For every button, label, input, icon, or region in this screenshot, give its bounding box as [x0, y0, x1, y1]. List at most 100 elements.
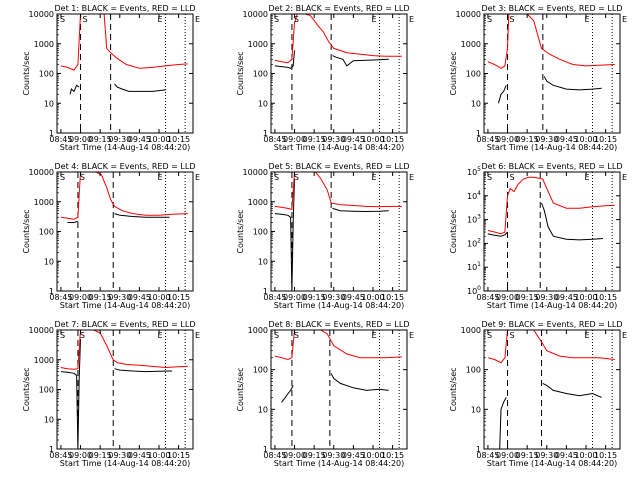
y-tick-label: 10	[471, 405, 481, 414]
events-series-line	[274, 178, 295, 291]
end-marker-label: E	[195, 15, 200, 24]
x-tick-label: 08:45	[263, 135, 286, 144]
x-tick-label: 10:00	[361, 135, 384, 144]
y-tick-label: 10000	[243, 10, 268, 19]
x-axis-label: Start Time (14-Aug-14 08:44:20)	[487, 301, 618, 310]
y-tick-label: 1000	[34, 40, 54, 49]
y-tick-label: 10000	[456, 10, 481, 19]
x-tick-label: 09:15	[303, 135, 326, 144]
events-series-line	[114, 368, 173, 373]
end-marker-label: E	[372, 173, 377, 182]
events-series-line	[114, 83, 166, 92]
lld-series-line	[274, 14, 402, 64]
y-axis-label: Counts/sec	[22, 51, 31, 95]
y-tick-label: 100	[467, 285, 481, 296]
panel-title: Det 7: BLACK = Events, RED = LLD	[55, 320, 196, 329]
y-tick-label: 10	[44, 415, 54, 424]
y-tick-label: 1000	[461, 40, 481, 49]
x-tick-label: 08:45	[49, 135, 72, 144]
x-tick-label: 09:30	[535, 293, 558, 302]
x-axis-label: Start Time (14-Aug-14 08:44:20)	[274, 143, 405, 152]
x-axis-label: Start Time (14-Aug-14 08:44:20)	[60, 459, 191, 468]
x-tick-label: 10:00	[574, 451, 597, 460]
y-tick-label: 10	[258, 257, 268, 266]
x-tick-label: 10:00	[361, 451, 384, 460]
y-axis-label: Counts/sec	[449, 367, 458, 411]
start-marker-label: S	[60, 173, 65, 182]
events-series-line	[497, 85, 507, 104]
x-axis-label: Start Time (14-Aug-14 08:44:20)	[274, 459, 405, 468]
plot-frame	[270, 13, 408, 134]
y-tick-label: 1	[49, 287, 54, 296]
events-series-line	[487, 231, 508, 237]
plot-frame	[483, 13, 621, 134]
y-axis-label: Counts/sec	[236, 51, 245, 95]
lld-series-line	[487, 176, 615, 235]
x-tick-label: 09:00	[69, 293, 92, 302]
end-marker-label: E	[409, 173, 414, 182]
x-tick-label: 10:15	[381, 135, 404, 144]
x-tick-label: 09:15	[89, 293, 112, 302]
start-marker-label: S	[510, 15, 515, 24]
x-tick-label: 09:00	[69, 451, 92, 460]
panel-title: Det 4: BLACK = Events, RED = LLD	[55, 162, 196, 171]
panel-title: Det 6: BLACK = Events, RED = LLD	[482, 162, 623, 171]
y-tick-label: 1	[49, 445, 54, 454]
start-marker-label: S	[294, 331, 299, 340]
y-tick-label: 10	[44, 99, 54, 108]
x-tick-label: 09:45	[128, 135, 151, 144]
y-axis-label: Counts/sec	[236, 367, 245, 411]
x-tick-label: 09:00	[69, 135, 92, 144]
y-tick-label: 1000	[248, 40, 268, 49]
x-tick-label: 10:00	[147, 293, 170, 302]
events-series-line	[281, 385, 294, 403]
x-tick-label: 09:00	[283, 451, 306, 460]
panel-title: Det 9: BLACK = Events, RED = LLD	[482, 320, 623, 329]
x-tick-label: 08:45	[476, 293, 499, 302]
y-axis-label: Counts/sec	[449, 51, 458, 95]
x-tick-label: 09:30	[322, 451, 345, 460]
events-series-line	[114, 213, 170, 218]
y-tick-label: 1000	[34, 198, 54, 207]
events-series-line	[67, 220, 79, 223]
x-tick-label: 09:45	[555, 293, 578, 302]
end-marker-label: E	[622, 173, 627, 182]
x-axis-label: Start Time (14-Aug-14 08:44:20)	[60, 301, 191, 310]
events-series-line	[330, 373, 389, 391]
detector-panel-6: 100 101 102 103 104 105 08:4509:0009:1509:3009…	[449, 162, 627, 310]
y-tick-label: 1	[476, 129, 481, 138]
panel-title: Det 5: BLACK = Events, RED = LLD	[269, 162, 410, 171]
end-marker-label: E	[195, 331, 200, 340]
start-marker-label: S	[60, 15, 65, 24]
start-marker-label: S	[83, 15, 88, 24]
x-axis-label: Start Time (14-Aug-14 08:44:20)	[487, 459, 618, 468]
end-marker-label: E	[622, 15, 627, 24]
x-tick-label: 10:15	[167, 293, 190, 302]
events-series-line	[543, 76, 602, 91]
x-tick-label: 10:15	[167, 451, 190, 460]
plot-frame	[56, 171, 194, 292]
panel-title: Det 1: BLACK = Events, RED = LLD	[55, 4, 196, 13]
x-tick-label: 09:30	[108, 293, 131, 302]
x-tick-label: 09:45	[128, 451, 151, 460]
plot-frame	[270, 329, 408, 450]
x-tick-label: 09:15	[516, 135, 539, 144]
lld-series-line	[487, 330, 615, 364]
events-series-line	[541, 202, 604, 241]
detector-panel-9: 1 10 100 1000 08:4509:0009:1509:3009:4510:00…	[449, 320, 627, 468]
end-marker-label: E	[585, 331, 590, 340]
lld-series-line	[60, 330, 188, 370]
start-marker-label: S	[294, 173, 299, 182]
x-tick-label: 09:45	[342, 135, 365, 144]
x-tick-label: 10:15	[594, 135, 617, 144]
detector-panel-5: 1 10 100 1000 10000 08:4509:0009:1509:3009:45…	[236, 162, 414, 310]
end-marker-label: E	[409, 15, 414, 24]
plot-frame	[56, 13, 194, 134]
x-tick-label: 09:30	[108, 135, 131, 144]
end-marker-label: E	[158, 173, 163, 182]
x-tick-label: 09:15	[89, 451, 112, 460]
y-tick-label: 10	[258, 405, 268, 414]
x-tick-label: 10:15	[594, 293, 617, 302]
x-tick-label: 09:30	[322, 293, 345, 302]
y-tick-label: 105	[467, 166, 481, 177]
